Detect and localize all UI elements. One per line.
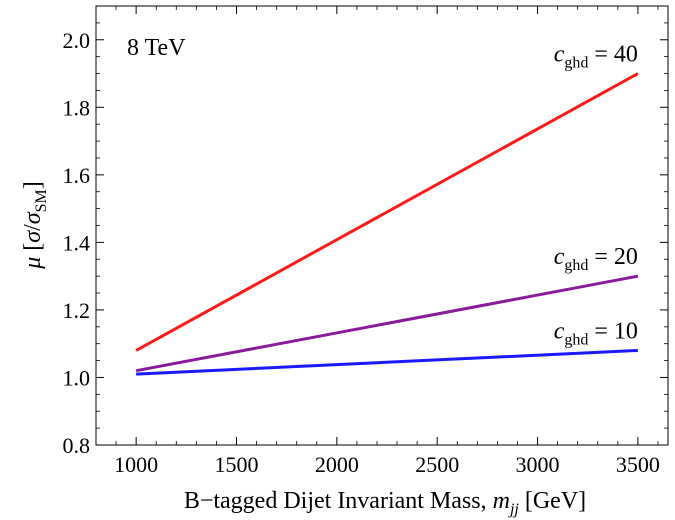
y-tick-label: 2.0 xyxy=(63,28,91,53)
x-tick-label: 2500 xyxy=(415,452,459,477)
x-tick-label: 2000 xyxy=(315,452,359,477)
y-axis-label: μ [σ/σSM] xyxy=(20,181,50,270)
plot-frame xyxy=(95,5,669,446)
x-tick-label: 3500 xyxy=(616,452,660,477)
series-line-2 xyxy=(136,348,638,376)
series-label-2: cghd = 10 xyxy=(554,318,638,348)
y-tick-label: 1.6 xyxy=(63,163,91,188)
series-label-1: cghd = 20 xyxy=(554,244,638,274)
series-line-0 xyxy=(135,72,639,352)
y-tick-label: 1.8 xyxy=(63,95,91,120)
x-axis-label: B−tagged Dijet Invariant Mass, mjj [GeV] xyxy=(184,488,586,518)
y-tick-label: 1.0 xyxy=(63,365,91,390)
series-layer xyxy=(135,72,639,376)
y-tick-label: 0.8 xyxy=(63,433,91,458)
series-line-1 xyxy=(135,274,639,373)
x-tick-label: 1000 xyxy=(114,452,158,477)
series-label-0: cghd = 40 xyxy=(554,42,638,72)
x-tick-label: 3000 xyxy=(516,452,560,477)
x-tick-label: 1500 xyxy=(214,452,258,477)
labels-layer: cghd = 40 cghd = 20 cghd = 10 xyxy=(554,42,638,349)
ticks-layer: 1000 1500 2000 2500 3000 3500 0.8 1.0 1.2 1.4 1.6 1… xyxy=(63,5,668,477)
y-tick-label: 1.4 xyxy=(63,230,91,255)
y-tick-label: 1.2 xyxy=(63,298,91,323)
energy-annotation: 8 TeV xyxy=(127,35,186,61)
